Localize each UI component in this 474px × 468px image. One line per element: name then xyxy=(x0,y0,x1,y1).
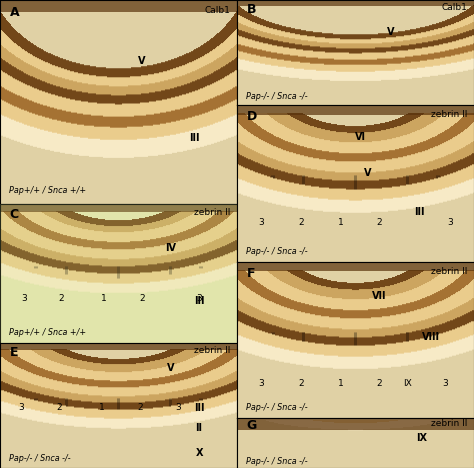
Text: Pap-/- / Snca -/-: Pap-/- / Snca -/- xyxy=(9,454,71,463)
Text: III: III xyxy=(414,207,425,217)
Text: VIII: VIII xyxy=(422,332,440,342)
Text: A: A xyxy=(9,6,19,19)
Text: III: III xyxy=(194,403,204,413)
Text: 3: 3 xyxy=(258,379,264,388)
Text: 3: 3 xyxy=(258,219,264,227)
Text: Calb1: Calb1 xyxy=(441,3,467,12)
Text: 2: 2 xyxy=(137,403,143,412)
Text: 2: 2 xyxy=(59,293,64,303)
Text: Pap-/- / Snca -/-: Pap-/- / Snca -/- xyxy=(246,457,308,466)
Text: D: D xyxy=(246,110,257,123)
Text: zebrin II: zebrin II xyxy=(193,208,230,217)
Text: E: E xyxy=(9,346,18,359)
Bar xyxy=(237,0,474,6)
Text: zebrin II: zebrin II xyxy=(430,110,467,119)
Text: zebrin II: zebrin II xyxy=(193,346,230,355)
Text: Pap+/+ / Snca +/+: Pap+/+ / Snca +/+ xyxy=(9,186,87,196)
Text: 3: 3 xyxy=(196,293,202,303)
Text: 3: 3 xyxy=(175,403,181,412)
Text: F: F xyxy=(246,267,255,280)
Text: 1: 1 xyxy=(338,219,344,227)
Bar xyxy=(237,262,474,271)
Bar xyxy=(237,418,474,431)
Text: IX: IX xyxy=(416,433,428,443)
Text: 3: 3 xyxy=(18,403,24,412)
Text: IV: IV xyxy=(165,243,176,253)
Bar xyxy=(0,343,237,350)
Text: 2: 2 xyxy=(139,293,145,303)
Text: Pap-/- / Snca -/-: Pap-/- / Snca -/- xyxy=(246,92,308,101)
Text: G: G xyxy=(246,419,257,432)
Bar xyxy=(0,204,237,212)
Text: 3: 3 xyxy=(447,219,453,227)
Text: 3: 3 xyxy=(21,293,27,303)
Text: 3: 3 xyxy=(443,379,448,388)
Text: VII: VII xyxy=(372,292,386,301)
Text: Calb1: Calb1 xyxy=(204,6,230,15)
Text: 1: 1 xyxy=(338,379,344,388)
Text: zebrin II: zebrin II xyxy=(430,419,467,428)
Text: 2: 2 xyxy=(298,379,304,388)
Text: 1: 1 xyxy=(99,403,105,412)
Text: Pap-/- / Snca -/-: Pap-/- / Snca -/- xyxy=(246,247,308,256)
Text: IX: IX xyxy=(403,379,412,388)
Text: X: X xyxy=(195,448,203,458)
Text: III: III xyxy=(194,296,204,306)
Text: V: V xyxy=(138,56,146,66)
Text: Pap-/- / Snca -/-: Pap-/- / Snca -/- xyxy=(246,402,308,412)
Text: B: B xyxy=(246,3,256,16)
Bar xyxy=(0,0,237,12)
Text: 2: 2 xyxy=(376,379,382,388)
Text: C: C xyxy=(9,208,18,221)
Text: 2: 2 xyxy=(376,219,382,227)
Text: Pap+/+ / Snca +/+: Pap+/+ / Snca +/+ xyxy=(9,328,87,337)
Text: 2: 2 xyxy=(56,403,62,412)
Text: V: V xyxy=(167,363,174,373)
Text: zebrin II: zebrin II xyxy=(430,267,467,276)
Text: 1: 1 xyxy=(101,293,107,303)
Text: III: III xyxy=(189,133,200,143)
Text: V: V xyxy=(364,168,371,178)
Text: V: V xyxy=(387,27,395,37)
Text: 2: 2 xyxy=(298,219,304,227)
Bar xyxy=(237,105,474,115)
Text: II: II xyxy=(196,423,202,433)
Text: VI: VI xyxy=(355,132,366,142)
